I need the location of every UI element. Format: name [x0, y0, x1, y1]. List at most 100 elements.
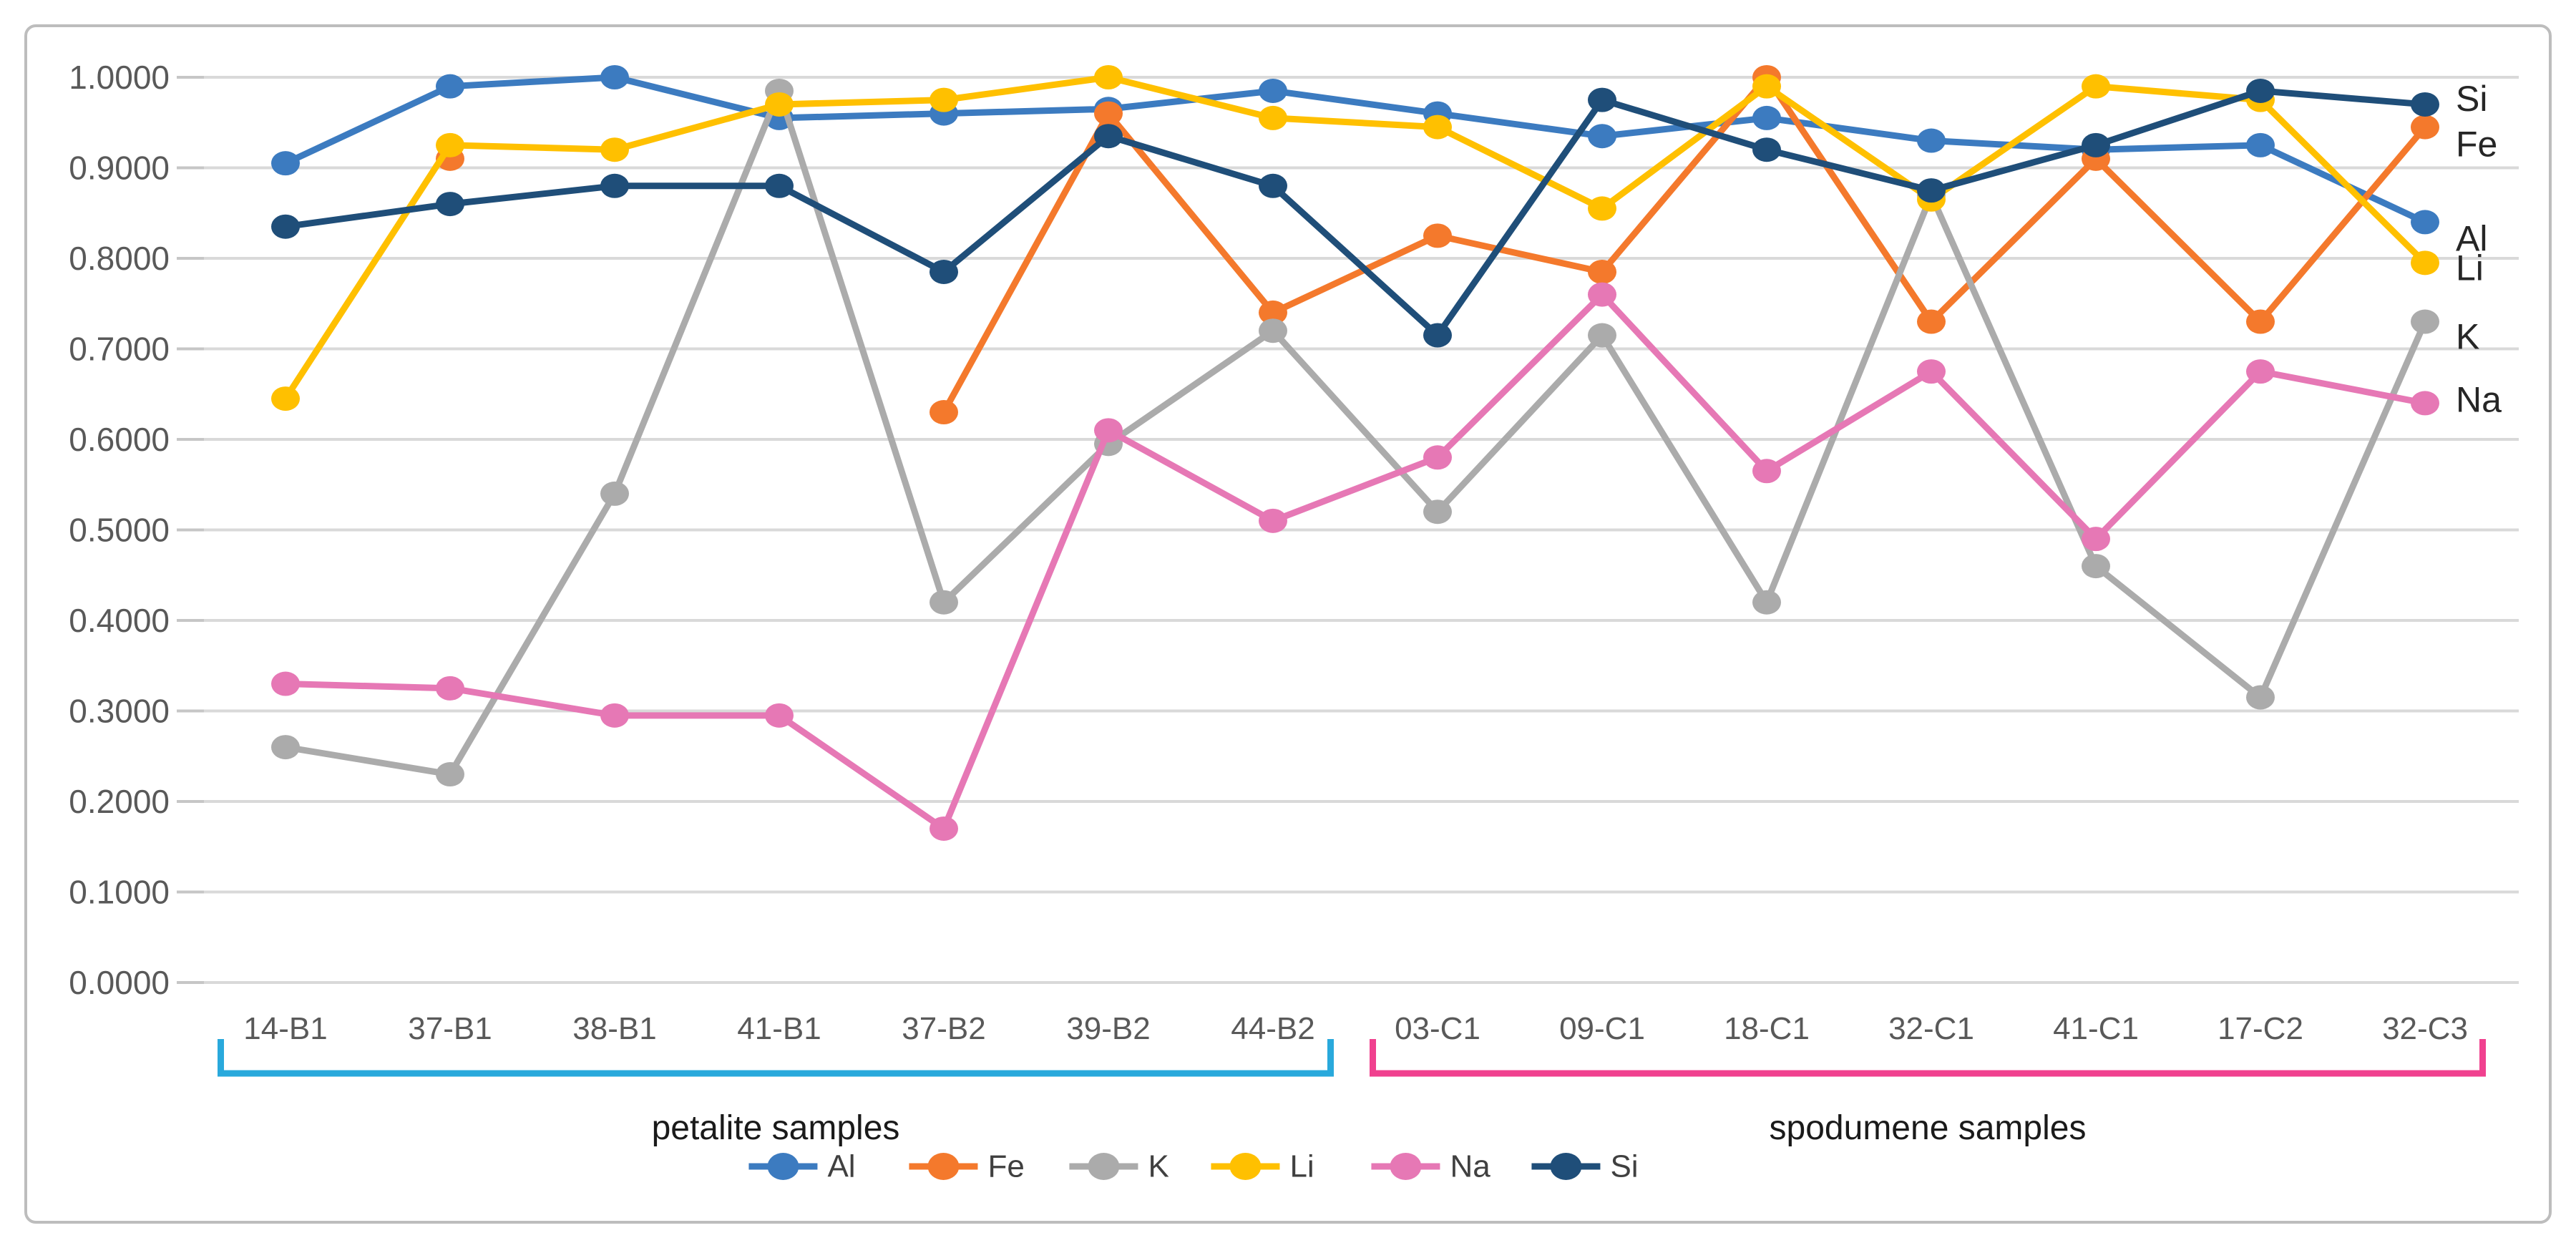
data-point-na-32-c3 — [2411, 391, 2439, 416]
legend-marker-li — [1229, 1153, 1262, 1180]
data-point-na-38-b1 — [600, 703, 629, 728]
x-axis-label-41-c1: 41-C1 — [2053, 1011, 2139, 1046]
data-point-li-41-c1 — [2082, 74, 2110, 99]
legend-marker-k — [1088, 1153, 1120, 1180]
data-point-li-39-b2 — [1094, 65, 1123, 89]
x-axis-label-39-b2: 39-B2 — [1066, 1011, 1150, 1046]
data-point-k-37-b1 — [436, 762, 464, 787]
data-point-si-44-b2 — [1259, 173, 1287, 198]
group-bracket-spodumene-samples: spodumene samples — [1370, 1039, 2486, 1147]
legend-label-k: K — [1148, 1149, 1169, 1184]
data-point-na-37-b2 — [930, 816, 958, 841]
data-point-si-14-b1 — [271, 214, 300, 239]
data-point-al-37-b1 — [436, 74, 464, 99]
y-tick-label: 0.7000 — [69, 331, 170, 368]
data-point-si-03-c1 — [1423, 323, 1452, 348]
x-axis-label-09-c1: 09-C1 — [1559, 1011, 1645, 1046]
y-tick-label: 0.5000 — [69, 512, 170, 549]
x-axis-label-37-b2: 37-B2 — [902, 1011, 985, 1046]
data-point-k-03-c1 — [1423, 499, 1452, 525]
data-point-si-37-b1 — [436, 192, 464, 217]
data-point-si-37-b2 — [930, 259, 958, 284]
data-point-na-17-c2 — [2246, 359, 2275, 384]
data-point-al-17-c2 — [2246, 132, 2275, 157]
group-bracket-petalite-samples: petalite samples — [218, 1039, 1334, 1147]
data-point-k-09-c1 — [1588, 323, 1616, 348]
legend-item-k: K — [1069, 1149, 1169, 1184]
data-point-si-41-c1 — [2082, 132, 2110, 157]
group-label-petalite-samples: petalite samples — [652, 1109, 900, 1147]
data-point-k-14-b1 — [271, 735, 300, 760]
x-axis-label-32-c1: 32-C1 — [1888, 1011, 1974, 1046]
data-point-li-37-b2 — [930, 87, 958, 112]
series-line-fe — [940, 74, 2429, 416]
data-point-al-09-c1 — [1588, 124, 1616, 149]
x-axis-label-14-b1: 14-B1 — [243, 1011, 327, 1046]
group-label-spodumene-samples: spodumene samples — [1770, 1109, 2087, 1147]
series-end-label-li: Li — [2456, 248, 2484, 288]
data-point-si-32-c1 — [1917, 178, 1946, 203]
data-point-na-44-b2 — [1259, 508, 1287, 533]
series-end-label-na: Na — [2456, 379, 2502, 419]
legend-item-fe: Fe — [909, 1149, 1025, 1184]
data-point-si-41-b1 — [765, 173, 794, 198]
x-axis-label-03-c1: 03-C1 — [1395, 1011, 1480, 1046]
data-point-al-18-c1 — [1752, 105, 1781, 130]
legend: Al Fe K Li Na Si — [748, 1149, 1639, 1184]
data-point-si-38-b1 — [600, 173, 629, 198]
data-point-fe-32-c1 — [1917, 309, 1946, 334]
legend-label-na: Na — [1450, 1149, 1491, 1184]
data-point-k-38-b1 — [600, 481, 629, 506]
data-point-si-09-c1 — [1588, 87, 1616, 112]
data-point-k-41-c1 — [2082, 554, 2110, 579]
data-point-al-14-b1 — [271, 151, 300, 176]
legend-item-na: Na — [1371, 1149, 1491, 1184]
data-point-k-37-b2 — [930, 590, 958, 615]
data-point-si-17-c2 — [2246, 78, 2275, 103]
x-axis-label-44-b2: 44-B2 — [1231, 1011, 1314, 1046]
legend-label-si: Si — [1610, 1149, 1638, 1184]
data-point-na-18-c1 — [1752, 459, 1781, 484]
data-point-fe-03-c1 — [1423, 223, 1452, 248]
data-point-li-37-b1 — [436, 132, 464, 157]
data-point-fe-32-c3 — [2411, 114, 2439, 140]
data-point-k-17-c2 — [2246, 685, 2275, 710]
legend-label-li: Li — [1289, 1149, 1314, 1184]
data-point-na-14-b1 — [271, 671, 300, 696]
y-tick-label: 0.4000 — [69, 602, 170, 639]
x-axis-label-17-c2: 17-C2 — [2218, 1011, 2303, 1046]
series-si — [271, 78, 2439, 348]
data-point-si-32-c3 — [2411, 92, 2439, 117]
y-tick-label: 0.1000 — [69, 874, 170, 911]
series-line-na — [282, 291, 2429, 832]
data-point-al-38-b1 — [600, 65, 629, 89]
series-line-si — [282, 87, 2429, 339]
data-point-na-41-b1 — [765, 703, 794, 728]
data-point-k-32-c3 — [2411, 309, 2439, 334]
data-point-si-39-b2 — [1094, 124, 1123, 149]
data-point-k-18-c1 — [1752, 590, 1781, 615]
series-li — [271, 65, 2439, 411]
x-axis-label-41-b1: 41-B1 — [737, 1011, 821, 1046]
legend-item-si: Si — [1531, 1149, 1639, 1184]
legend-label-al: Al — [827, 1149, 855, 1184]
data-point-fe-17-c2 — [2246, 309, 2275, 334]
y-tick-label: 0.0000 — [69, 964, 170, 1001]
data-point-na-03-c1 — [1423, 445, 1452, 470]
legend-marker-na — [1390, 1153, 1422, 1180]
data-point-li-14-b1 — [271, 386, 300, 411]
series-fe — [436, 65, 2439, 425]
x-axis-label-37-b1: 37-B1 — [408, 1011, 492, 1046]
series-end-label-al: Al — [2456, 218, 2487, 258]
x-axis-label-32-c3: 32-C3 — [2382, 1011, 2468, 1046]
data-point-na-37-b1 — [436, 676, 464, 701]
data-point-li-32-c3 — [2411, 250, 2439, 276]
y-tick-label: 0.9000 — [69, 150, 170, 187]
data-point-li-09-c1 — [1588, 196, 1616, 221]
data-point-si-18-c1 — [1752, 137, 1781, 162]
legend-marker-si — [1550, 1153, 1582, 1180]
data-point-na-41-c1 — [2082, 527, 2110, 552]
legend-item-li: Li — [1211, 1149, 1314, 1184]
